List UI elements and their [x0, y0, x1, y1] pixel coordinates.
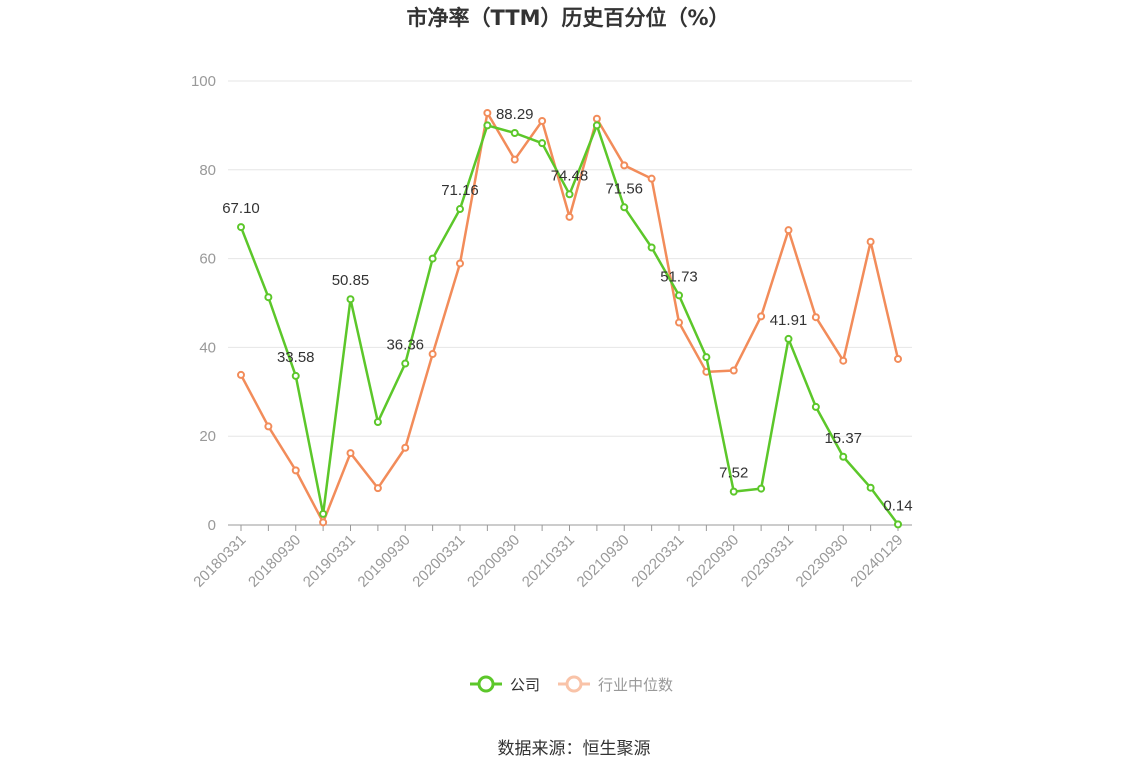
company-point[interactable]	[538, 139, 547, 148]
company-point[interactable]	[592, 121, 601, 130]
company-point[interactable]	[620, 203, 629, 212]
industry-point[interactable]	[839, 356, 848, 365]
data-label: 51.73	[660, 268, 698, 285]
industry-point[interactable]	[319, 518, 328, 527]
data-label: 50.85	[332, 272, 370, 289]
industry-point[interactable]	[346, 449, 355, 458]
x-tick-label: 20190331	[300, 531, 359, 590]
industry-point[interactable]	[757, 312, 766, 321]
plot-area	[237, 108, 902, 529]
x-tick-label: 20210331	[519, 531, 578, 590]
company-point[interactable]	[264, 293, 273, 302]
industry-point[interactable]	[894, 354, 902, 363]
industry-point[interactable]	[866, 237, 875, 246]
grid-lines	[228, 80, 912, 437]
data-label: 7.52	[719, 465, 748, 482]
company-point[interactable]	[237, 223, 245, 232]
data-labels: 67.10 33.58 50.85 36.36 71.16 88.29 74.48 71.56…	[222, 106, 912, 514]
x-tick-label: 20230331	[738, 531, 797, 590]
industry-point[interactable]	[592, 114, 601, 123]
company-point[interactable]	[373, 417, 382, 426]
legend-company-marker	[477, 675, 495, 693]
company-point[interactable]	[702, 353, 711, 362]
x-tick-label: 20230930	[793, 531, 852, 590]
x-tick-label: 20210930	[574, 531, 633, 590]
legend: 公司 行业中位数	[470, 675, 673, 694]
industry-point[interactable]	[538, 116, 547, 125]
y-tick-label: 40	[199, 339, 216, 356]
industry-point[interactable]	[565, 212, 574, 221]
company-point[interactable]	[565, 190, 574, 199]
industry-point[interactable]	[647, 174, 656, 183]
company-point[interactable]	[811, 402, 820, 411]
company-point[interactable]	[319, 509, 328, 518]
company-point[interactable]	[510, 128, 519, 137]
company-point[interactable]	[346, 295, 355, 304]
legend-industry-marker	[565, 675, 583, 693]
industry-point[interactable]	[401, 443, 410, 452]
legend-industry-label: 行业中位数	[598, 676, 673, 694]
y-tick-label: 80	[199, 162, 216, 179]
data-label: 15.37	[824, 430, 862, 447]
x-tick-label: 20180331	[190, 531, 249, 590]
industry-point[interactable]	[729, 366, 738, 375]
data-label: 71.16	[441, 182, 479, 199]
data-label: 88.29	[496, 106, 534, 123]
company-point[interactable]	[291, 371, 300, 380]
data-label: 33.58	[277, 349, 315, 366]
company-point[interactable]	[401, 359, 410, 368]
data-label: 0.14	[883, 497, 912, 514]
y-tick-label: 100	[191, 73, 216, 90]
industry-point[interactable]	[291, 466, 300, 475]
industry-point[interactable]	[428, 350, 437, 359]
company-point[interactable]	[866, 483, 875, 492]
company-point[interactable]	[675, 291, 683, 300]
y-tick-label: 0	[208, 517, 216, 534]
x-tick-label: 20220930	[683, 531, 742, 590]
company-point[interactable]	[428, 254, 437, 263]
industry-point[interactable]	[483, 108, 492, 117]
data-source: 数据来源：恒生聚源	[498, 739, 651, 759]
industry-point[interactable]	[373, 484, 382, 493]
industry-point[interactable]	[456, 259, 464, 268]
x-tick-label: 20180930	[245, 531, 304, 590]
company-point[interactable]	[757, 484, 766, 493]
industry-point[interactable]	[675, 318, 683, 327]
data-label: 41.91	[770, 312, 808, 329]
legend-item-company[interactable]: 公司	[470, 675, 540, 694]
legend-item-industry[interactable]: 行业中位数	[558, 675, 673, 694]
company-point[interactable]	[647, 243, 656, 252]
industry-point[interactable]	[237, 370, 245, 379]
x-axis: 2018033120180930201903312019093020200331…	[190, 524, 912, 591]
industry-point[interactable]	[620, 161, 629, 170]
company-point[interactable]	[729, 487, 738, 496]
y-tick-label: 60	[199, 251, 216, 268]
industry-point[interactable]	[510, 155, 519, 164]
industry-point[interactable]	[784, 226, 793, 235]
company-point[interactable]	[839, 452, 848, 461]
data-label: 71.56	[605, 180, 643, 197]
x-tick-label: 20240129	[847, 531, 906, 590]
x-tick-label: 20200930	[464, 531, 523, 590]
y-axis: 0 20 40 60 80 100	[191, 73, 216, 534]
company-point[interactable]	[784, 334, 793, 343]
company-point[interactable]	[483, 121, 492, 130]
industry-point[interactable]	[811, 313, 820, 322]
chart-title: 市净率（TTM）历史百分位（%）	[406, 6, 729, 30]
x-tick-label: 20190930	[355, 531, 414, 590]
data-label: 36.36	[386, 337, 424, 354]
y-tick-label: 20	[199, 428, 216, 445]
legend-company-label: 公司	[510, 676, 540, 694]
x-tick-label: 20220331	[628, 531, 687, 590]
data-label: 67.10	[222, 200, 260, 217]
x-tick-label: 20200331	[409, 531, 468, 590]
data-label: 74.48	[551, 167, 589, 184]
company-point[interactable]	[894, 520, 902, 529]
company-point[interactable]	[456, 205, 464, 214]
industry-point[interactable]	[264, 422, 273, 431]
